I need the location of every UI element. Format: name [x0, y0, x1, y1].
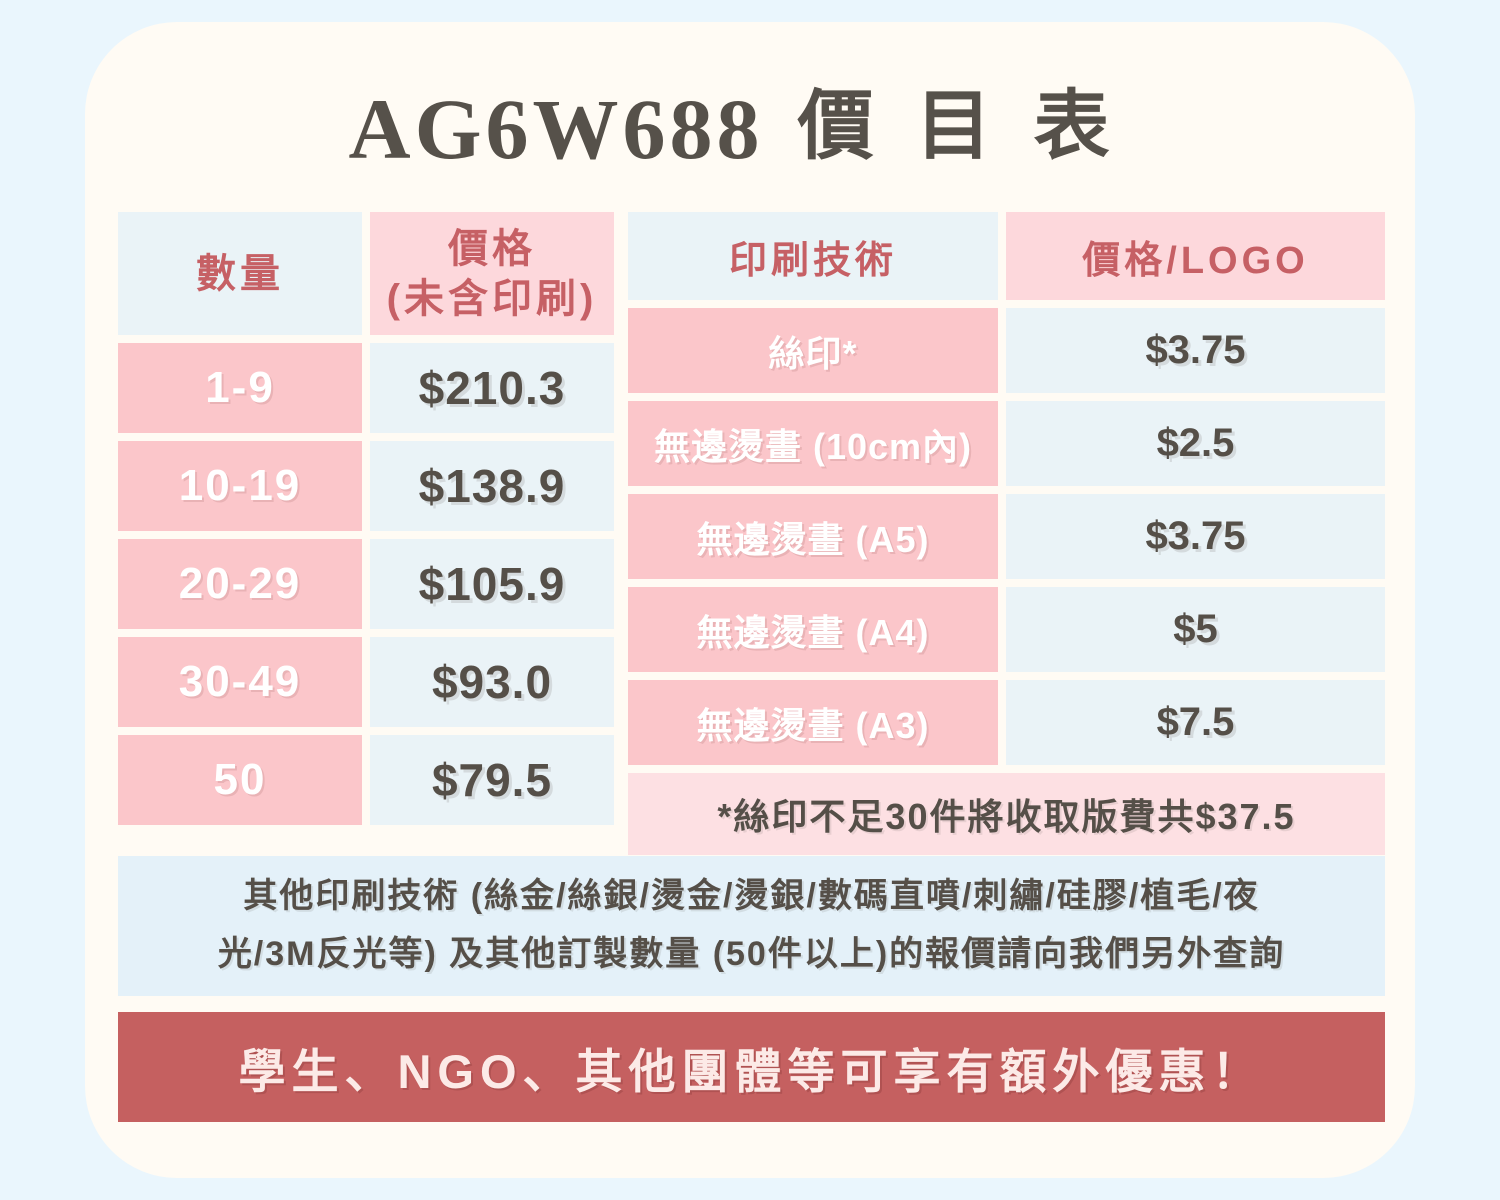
price-value: $105.9: [418, 558, 566, 610]
price-list-label: 價目表: [797, 81, 1152, 170]
price-column-header: 價格 (未含印刷): [370, 212, 614, 335]
silkprint-footnote: *絲印不足30件將收取版費共$37.5: [628, 773, 1385, 855]
technique-price-cell: $3.75: [1006, 494, 1385, 579]
technique-price-cell: $3.75: [1006, 308, 1385, 393]
quantity-range-cell: 50: [118, 735, 362, 825]
technique-cell: 絲印*: [628, 308, 998, 393]
technique-price-value: $3.75: [1145, 328, 1246, 372]
price-value: $138.9: [418, 460, 566, 512]
technique-price-cell: $2.5: [1006, 401, 1385, 486]
technique-price-value: $3.75: [1145, 514, 1246, 558]
product-code: AG6W688: [348, 81, 764, 177]
price-value: $93.0: [431, 656, 553, 708]
technique-label: 無邊燙畫 (A4): [696, 611, 930, 653]
technique-label: 無邊燙畫 (10cm內): [653, 425, 973, 467]
note-line-2: 光/3M反光等) 及其他訂製數量 (50件以上)的報價請向我們另外查詢: [217, 935, 1286, 973]
technique-price-value: $2.5: [1156, 421, 1235, 465]
quantity-range-cell: 10-19: [118, 441, 362, 531]
printing-technique-table: 印刷技術 價格/LOGO 絲印* $3.75 無邊燙畫 (10cm內) $2.5…: [628, 212, 1385, 855]
technique-cell: 無邊燙畫 (A3): [628, 680, 998, 765]
price-header-line1: 價格: [447, 226, 536, 271]
page-title: AG6W688 價目表: [0, 86, 1500, 172]
logo-price-header-label: 價格/LOGO: [1082, 239, 1309, 282]
silkprint-footnote-text: *絲印不足30件將收取版費共$37.5: [717, 796, 1296, 837]
quantity-range: 20-29: [178, 559, 302, 608]
price-cell: $93.0: [370, 637, 614, 727]
quantity-column-header: 數量: [118, 212, 362, 335]
price-cell: $138.9: [370, 441, 614, 531]
technique-label: 無邊燙畫 (A3): [696, 704, 930, 746]
technique-label: 絲印*: [768, 332, 858, 374]
technique-price-value: $5: [1173, 607, 1218, 651]
price-cell: $210.3: [370, 343, 614, 433]
technique-cell: 無邊燙畫 (A5): [628, 494, 998, 579]
quantity-range: 10-19: [178, 461, 302, 510]
quantity-range: 30-49: [178, 657, 302, 706]
quantity-range-cell: 20-29: [118, 539, 362, 629]
quantity-range-cell: 30-49: [118, 637, 362, 727]
price-header-line2: (未含印刷): [386, 276, 598, 321]
other-techniques-note: 其他印刷技術 (絲金/絲銀/燙金/燙銀/數碼直噴/刺繡/硅膠/植毛/夜 光/3M…: [118, 856, 1385, 996]
technique-price-cell: $7.5: [1006, 680, 1385, 765]
technique-price-value: $7.5: [1156, 700, 1235, 744]
technique-column-header: 印刷技術: [628, 212, 998, 300]
technique-cell: 無邊燙畫 (10cm內): [628, 401, 998, 486]
promo-banner-text: 學生、NGO、其他團體等可享有額外優惠！: [238, 1044, 1265, 1098]
technique-price-cell: $5: [1006, 587, 1385, 672]
quantity-range-cell: 1-9: [118, 343, 362, 433]
technique-label: 無邊燙畫 (A5): [696, 518, 930, 560]
price-value: $210.3: [418, 362, 566, 414]
price-cell: $105.9: [370, 539, 614, 629]
logo-price-column-header: 價格/LOGO: [1006, 212, 1385, 300]
technique-cell: 無邊燙畫 (A4): [628, 587, 998, 672]
quantity-price-table: 數量 價格 (未含印刷) 1-9 $210.3 10-19 $138.9 20-…: [118, 212, 614, 825]
quantity-header-label: 數量: [196, 251, 284, 296]
quantity-range: 50: [213, 755, 267, 804]
note-line-1: 其他印刷技術 (絲金/絲銀/燙金/燙銀/數碼直噴/刺繡/硅膠/植毛/夜: [243, 877, 1260, 916]
quantity-range: 1-9: [205, 363, 275, 412]
price-value: $79.5: [431, 754, 553, 806]
price-cell: $79.5: [370, 735, 614, 825]
technique-header-label: 印刷技術: [728, 239, 897, 282]
promo-banner: 學生、NGO、其他團體等可享有額外優惠！: [118, 1012, 1385, 1122]
